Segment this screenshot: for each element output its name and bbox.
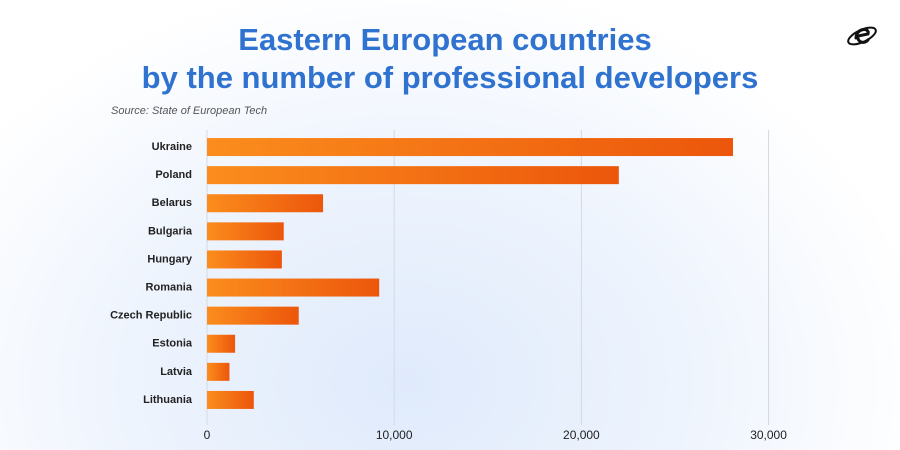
bar bbox=[207, 306, 299, 325]
x-tick-label: 30,000 bbox=[750, 428, 787, 442]
chart-title: by the number of professional developers bbox=[142, 60, 759, 95]
bar bbox=[207, 194, 324, 213]
chart-subtitle: Source: State of European Tech bbox=[111, 105, 267, 117]
chart-title: Eastern European countries bbox=[238, 22, 651, 57]
y-tick-label: Hungary bbox=[147, 253, 193, 265]
bar bbox=[207, 222, 284, 241]
bar bbox=[207, 334, 236, 353]
y-tick-label: Belarus bbox=[152, 197, 192, 209]
y-tick-label: Lithuania bbox=[143, 394, 193, 406]
y-tick-label: Latvia bbox=[160, 366, 193, 378]
bar bbox=[207, 250, 282, 269]
y-tick-label: Romania bbox=[146, 281, 193, 293]
bar bbox=[207, 362, 230, 381]
y-tick-label: Ukraine bbox=[152, 141, 192, 153]
bar bbox=[207, 278, 380, 297]
y-tick-label: Estonia bbox=[152, 338, 193, 350]
bar bbox=[207, 166, 619, 185]
bar bbox=[207, 138, 733, 157]
y-tick-label: Bulgaria bbox=[148, 225, 193, 237]
y-tick-label: Poland bbox=[155, 169, 192, 181]
logo bbox=[847, 26, 877, 46]
y-tick-label: Czech Republic bbox=[110, 310, 192, 322]
x-tick-label: 10,000 bbox=[376, 428, 413, 442]
x-tick-label: 20,000 bbox=[563, 428, 600, 442]
bar bbox=[207, 390, 254, 409]
x-tick-label: 0 bbox=[204, 428, 211, 442]
